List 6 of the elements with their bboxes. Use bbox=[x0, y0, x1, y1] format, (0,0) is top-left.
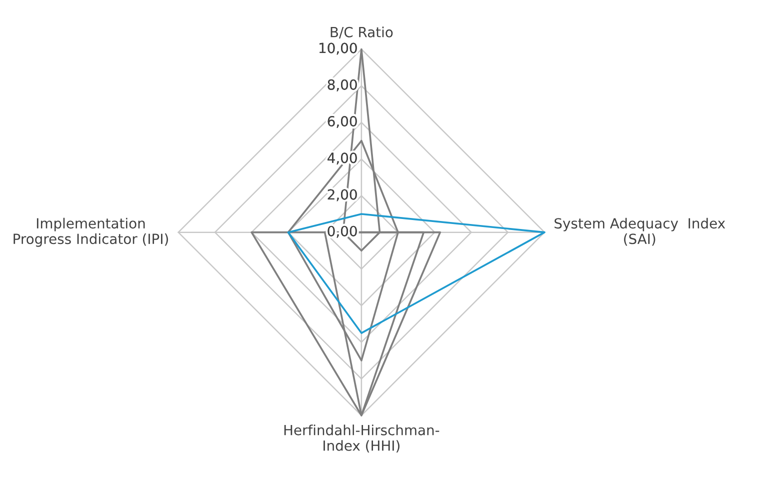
spoke-label: B/C Ratio bbox=[330, 26, 393, 38]
spoke-label: Implementation Progress Indicator (IPI) bbox=[14, 218, 168, 247]
y-tick-label: 10,00 bbox=[320, 42, 357, 55]
spoke-label: Herfindahl-Hirschman- Index (HHI) bbox=[284, 424, 440, 453]
spoke-label: System Adequacy Index (SAI) bbox=[554, 218, 726, 246]
y-tick-label: 8,00 bbox=[328, 79, 357, 92]
